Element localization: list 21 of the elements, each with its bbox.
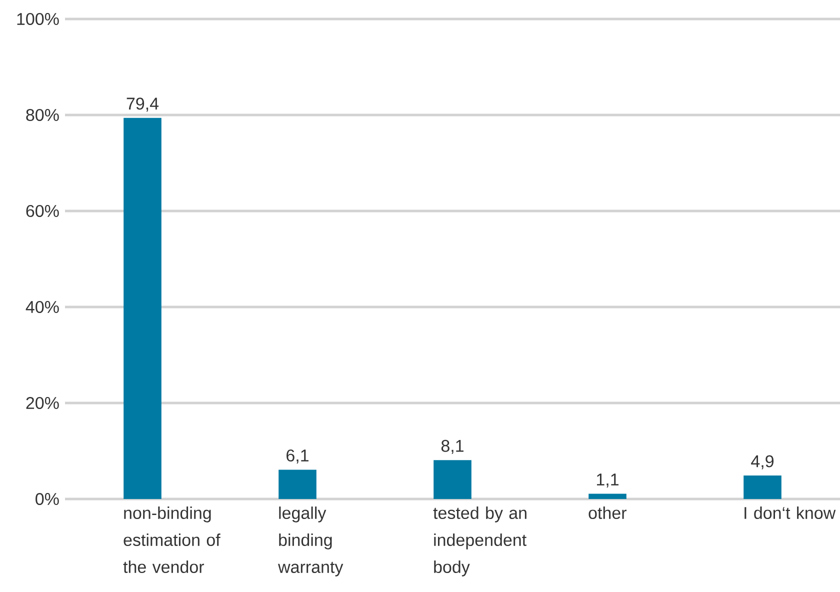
- y-tick-label: 100%: [17, 12, 59, 26]
- bar: [588, 494, 626, 499]
- y-tick-label: 20%: [26, 396, 59, 410]
- data-label: 79,4: [126, 98, 159, 112]
- bar: [124, 118, 162, 499]
- y-tick-label: 80%: [26, 108, 59, 122]
- data-label: 8,1: [441, 440, 464, 454]
- x-tick-label: I don‘t know: [744, 506, 836, 520]
- x-tick-label: tested by an independent body: [433, 506, 526, 576]
- data-label: 6,1: [286, 449, 308, 464]
- x-tick-label: non-binding estimation of the vendor: [123, 506, 220, 574]
- y-tick-label: 60%: [26, 204, 59, 218]
- data-label: 1,1: [596, 474, 618, 488]
- x-tick-label: legally binding warranty: [278, 506, 344, 576]
- y-tick-label: 0%: [36, 492, 59, 506]
- data-label: 4,9: [751, 455, 774, 470]
- x-tick-label: other: [588, 506, 626, 520]
- bar: [434, 460, 472, 499]
- bar: [278, 470, 316, 499]
- bar: [744, 475, 782, 499]
- y-tick-label: 40%: [26, 300, 59, 314]
